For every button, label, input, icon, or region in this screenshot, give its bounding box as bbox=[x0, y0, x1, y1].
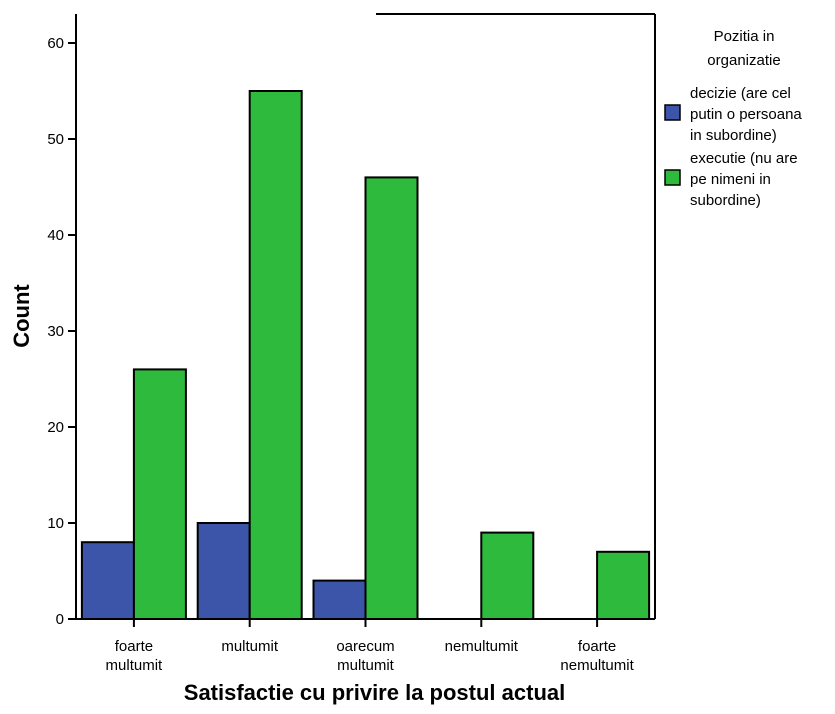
x-axis: foarte multumit multumit oarecum multumit nem… bbox=[76, 618, 655, 674]
x-tick-label: foarte multumit bbox=[106, 638, 164, 674]
bar-series-2-cat-1 bbox=[132, 368, 187, 620]
legend: Pozitia in organizatie decizie (are cel put… bbox=[664, 28, 802, 209]
legend-swatch-1 bbox=[664, 104, 681, 121]
y-axis-title: Count bbox=[9, 284, 34, 348]
x-tick-label: foarte nemultumit bbox=[560, 638, 634, 674]
bar-series-2-cat-2 bbox=[248, 90, 303, 620]
legend-label-1: decizie (are cel putin o persoana in subor… bbox=[690, 85, 802, 144]
bar-series-1-cat-3 bbox=[312, 579, 367, 620]
y-tick-label: 20 bbox=[47, 419, 64, 436]
y-tick-label: 10 bbox=[47, 515, 64, 532]
x-tick-label: nemultumit bbox=[445, 638, 519, 655]
y-tick-label: 30 bbox=[47, 323, 64, 340]
bar-series-1-cat-2 bbox=[196, 522, 251, 620]
x-tick-label: oarecum multumit bbox=[336, 638, 394, 674]
y-axis: 0 10 20 30 40 50 60 bbox=[47, 14, 77, 628]
bar-series-2-cat-5 bbox=[596, 550, 651, 620]
bars bbox=[80, 90, 651, 621]
y-tick-label: 60 bbox=[47, 35, 64, 52]
y-tick-label: 0 bbox=[56, 611, 64, 628]
y-tick-label: 40 bbox=[47, 227, 64, 244]
plot-frame bbox=[376, 13, 656, 619]
y-tick-label: 50 bbox=[47, 131, 64, 148]
legend-title: Pozitia in organizatie bbox=[707, 28, 780, 69]
bar-series-2-cat-3 bbox=[364, 176, 419, 620]
legend-swatch-2 bbox=[664, 169, 681, 186]
bar-series-1-cat-1 bbox=[80, 541, 135, 621]
x-axis-title: Satisfactie cu privire la postul actual bbox=[184, 680, 565, 705]
bar-series-2-cat-4 bbox=[480, 531, 535, 620]
x-tick-label: multumit bbox=[221, 638, 279, 655]
legend-label-2: executie (nu are pe nimeni in subordine) bbox=[690, 150, 798, 209]
